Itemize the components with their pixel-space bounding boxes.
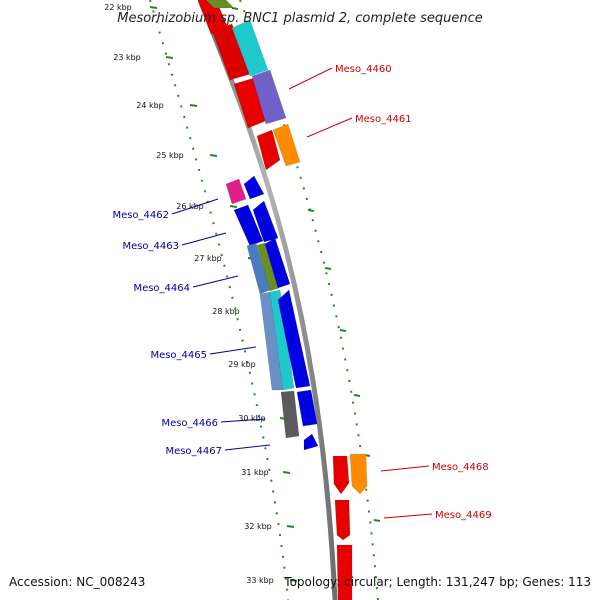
kbp-tick-mark [149,6,158,9]
gene-label[interactable]: Meso_4464 [133,283,190,294]
gene-arrow [277,289,311,389]
page-title: Mesorhizobium sp. BNC1 plasmid 2, comple… [117,11,483,26]
outer-tick-mark [373,519,381,522]
feature-layer [197,0,368,600]
kbp-tick-label: 26 kbp [176,202,204,211]
kbp-tick-label: 32 kbp [244,522,272,531]
gene-arrow [272,123,301,167]
tick-layer: 22 kbp 23 kbp 24 kbp 25 kbp 26 kbp 27 kbp 28 k… [104,0,381,600]
gene-arrow [332,455,350,495]
gene-arrow [231,19,269,77]
gene-label[interactable]: Meso_4466 [161,418,218,429]
gene-arrow [303,433,319,451]
gene-label[interactable]: Meso_4465 [150,350,207,361]
kbp-tick-label: 23 kbp [113,53,141,62]
accession-text: Accession: NC_008243 [9,575,145,589]
gene-leader-line [209,346,257,355]
gene-arrow [225,178,247,205]
kbp-tick-label: 25 kbp [156,151,184,160]
gene-arrow [264,237,291,289]
gene-arrow [269,289,295,391]
inner-dotted-ring [149,0,289,600]
kbp-tick-label: 33 kbp [246,576,274,585]
label-layer: Meso_4460 Meso_4461 Meso_4462 Meso_4463 Meso… [112,64,491,521]
gene-leader-line [383,513,433,519]
gene-label[interactable]: Meso_4468 [432,462,489,473]
gene-arrow [334,499,351,541]
kbp-tick-label: 28 kbp [212,307,240,316]
gene-label[interactable]: Meso_4469 [435,510,492,521]
outer-tick-mark [307,209,315,212]
gene-leader-line [220,418,266,423]
kbp-tick-mark [282,471,291,474]
kbp-tick-mark [229,205,238,208]
kbp-tick-label: 22 kbp [104,3,132,12]
gene-leader-line [380,465,430,472]
gene-arrow [296,389,318,427]
kbp-tick-mark [286,525,295,528]
topology-text: Topology: circular; Length: 131,247 bp; … [283,575,591,589]
kbp-tick-mark [289,579,298,582]
gene-leader-line [192,275,239,288]
gene-arrow [252,200,279,243]
gene-leader-line [181,232,227,246]
gene-label[interactable]: Meso_4461 [355,114,412,125]
gene-leader-line [224,444,271,451]
gene-arrow [336,544,353,600]
gene-arrow [349,453,368,495]
gene-arrow [251,69,287,125]
kbp-tick-mark [189,104,198,107]
gene-leader-line [288,67,333,90]
gene-arrow [233,204,264,247]
gene-label[interactable]: Meso_4463 [122,241,179,252]
gene-arrow [256,129,281,171]
kbp-tick-label: 24 kbp [136,101,164,110]
kbp-tick-label: 30 kbp [238,414,266,423]
gene-arrow [256,242,280,292]
outer-tick-mark [339,329,347,332]
gene-arrow [243,175,265,200]
outer-tick-mark [353,394,361,397]
gene-label[interactable]: Meso_4460 [335,64,392,75]
outer-tick-mark [231,7,239,10]
kbp-tick-label: 31 kbp [241,468,269,477]
gene-arrow [205,0,235,9]
kbp-tick-label: 27 kbp [194,254,222,263]
gene-arrow [280,390,300,439]
outer-tick-mark [324,267,332,270]
gene-label[interactable]: Meso_4467 [165,446,222,457]
gene-label[interactable]: Meso_4462 [112,210,169,221]
kbp-tick-mark [165,56,174,59]
gene-leader-line [306,117,353,138]
gene-leader-line [171,198,219,215]
kbp-tick-label: 29 kbp [228,360,256,369]
kbp-tick-mark [209,154,218,157]
